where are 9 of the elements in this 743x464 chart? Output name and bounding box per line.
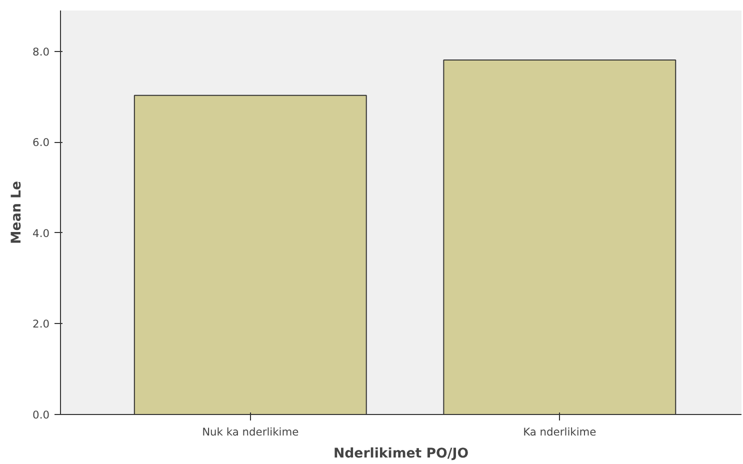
y-tick-label: 8.0 <box>32 45 50 58</box>
y-tick-label: 4.0 <box>32 226 50 240</box>
x-tick-label: Nuk ka nderlikime <box>202 426 299 438</box>
y-axis-title: Mean Le <box>10 181 25 244</box>
x-axis-title: Nderlikimet PO/JO <box>333 446 469 462</box>
y-tick-label: 6.0 <box>32 136 50 150</box>
y-tick-label: 0.0 <box>32 408 50 422</box>
x-tick-label: Ka nderlikime <box>523 426 596 438</box>
y-tick-label: 2.0 <box>32 318 50 331</box>
